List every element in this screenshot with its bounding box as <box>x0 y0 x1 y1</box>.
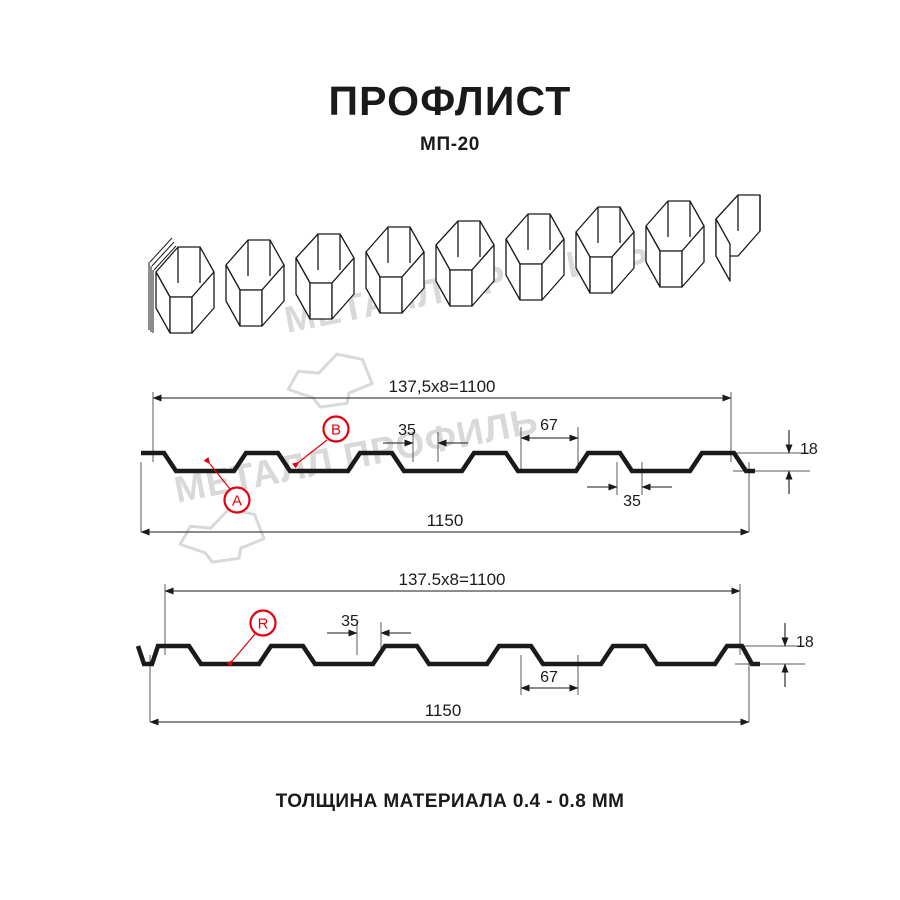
dim-overall-top-1100: 137,5x8=1100 <box>389 377 496 396</box>
dim-overall-bottom-1150: 1150 <box>427 511 464 530</box>
section-bottom-extension-lines <box>149 584 805 722</box>
dim-height-18: 18 <box>796 634 814 651</box>
callout-a: A <box>203 457 251 514</box>
section-bottom-dimension-lines <box>149 587 789 726</box>
dim-valley-67: 67 <box>540 417 558 434</box>
callout-a-label: A <box>232 493 242 510</box>
section-top-group: A B 137,5x8=1100 1150 35 67 35 18 <box>140 377 818 536</box>
page-title: ПРОФЛИСТ <box>328 78 572 124</box>
dim-rib-top-35: 35 <box>341 613 359 630</box>
page-subtitle: МП-20 <box>420 134 480 155</box>
profile-outline-top <box>141 450 755 474</box>
profile-outline-bottom <box>135 643 760 667</box>
dim-valley-67: 67 <box>540 669 558 686</box>
dim-rib-bottom-35: 35 <box>623 493 641 510</box>
dim-overall-top-1100: 137.5x8=1100 <box>399 570 506 589</box>
dim-height-18: 18 <box>800 441 818 458</box>
dim-rib-top-35: 35 <box>398 422 416 439</box>
dim-overall-bottom-1150: 1150 <box>425 701 462 720</box>
callout-b: B <box>292 415 350 469</box>
iso-ribs <box>155 194 761 334</box>
footer-note: ТОЛЩИНА МАТЕРИАЛА 0.4 - 0.8 ММ <box>275 791 625 812</box>
callout-r: R <box>226 609 277 667</box>
callout-b-label: B <box>331 422 341 439</box>
logo-polygon-bottom <box>178 507 266 564</box>
section-bottom-group: R 137.5x8=1100 1150 35 67 18 <box>135 570 814 726</box>
iso-sheet-view <box>148 194 761 334</box>
callout-r-label: R <box>258 616 269 633</box>
logo-polygon-top <box>286 352 374 409</box>
section-top-dimension-lines <box>140 394 793 536</box>
